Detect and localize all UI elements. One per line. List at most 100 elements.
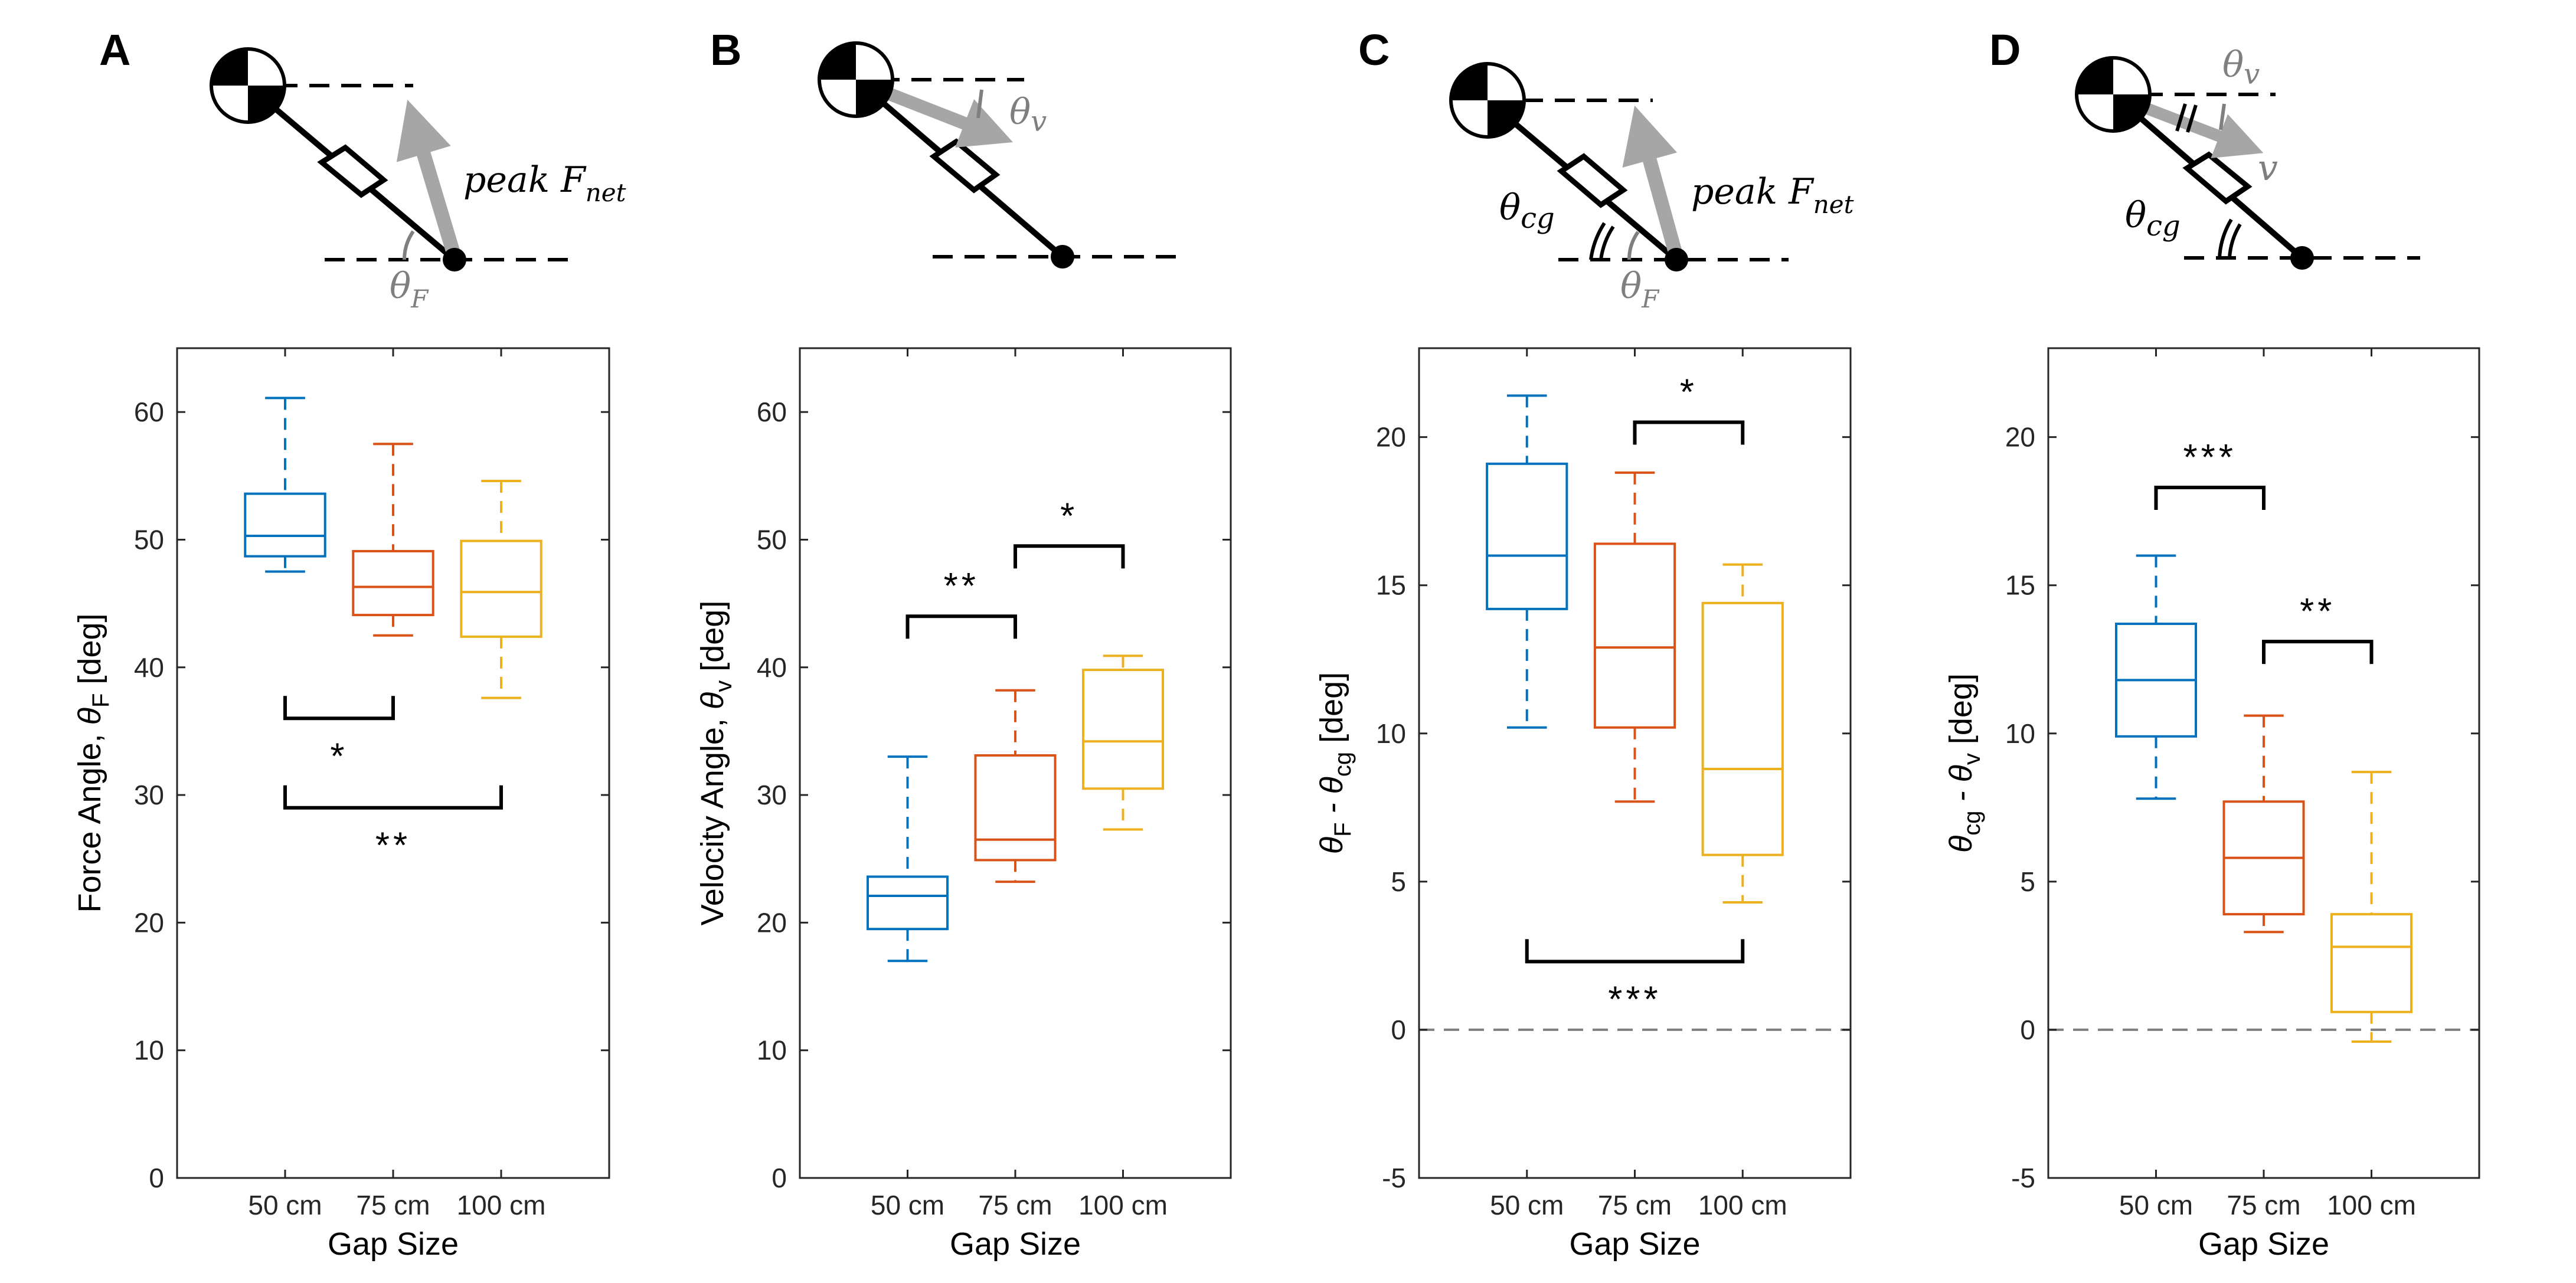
cg-marker-icon — [1449, 62, 1526, 139]
significance-bracket-2: ** — [2262, 591, 2374, 665]
label-theta: θ — [2222, 44, 2244, 86]
box-100-cm — [1081, 654, 1165, 831]
angle-arc — [1627, 231, 1640, 260]
ylabel-subscript: F — [88, 693, 114, 708]
y-tick-label: 40 — [134, 652, 164, 683]
foot-point — [2290, 246, 2314, 270]
ylabel-unit: [deg] — [695, 601, 730, 680]
svg-text:θF: θF — [1620, 266, 1660, 313]
box-75-cm — [352, 443, 434, 637]
axes-frame — [799, 347, 1232, 1179]
y-tick-label: 60 — [134, 397, 164, 427]
y-tick-label: 10 — [757, 1035, 787, 1066]
svg-text:θF: θF — [390, 266, 429, 313]
significance-bracket-2: *** — [1525, 939, 1745, 1020]
y-tick-label: 0 — [1391, 1014, 1406, 1045]
ylabel-unit: [deg] — [1943, 673, 1979, 753]
label-v: v — [2258, 148, 2278, 189]
interquartile-box — [1486, 462, 1568, 610]
y-tick-label: -5 — [2011, 1163, 2035, 1193]
label-theta: θ — [390, 266, 411, 307]
x-axis-label: Gap Size — [328, 1226, 459, 1262]
cg-marker-icon — [818, 41, 894, 118]
label-net: net — [1813, 190, 1854, 219]
leg-spring-symbol — [2182, 151, 2253, 205]
significance-label: ** — [2300, 591, 2335, 632]
foot-point — [1665, 248, 1688, 271]
angle-arc — [403, 230, 415, 260]
significance-bracket-2: ** — [283, 785, 503, 866]
significance-bracket-2: * — [1014, 496, 1125, 569]
significance-label: *** — [1608, 979, 1661, 1020]
y-tick-label: 20 — [1376, 422, 1406, 453]
interquartile-box — [244, 492, 326, 558]
x-tick-label: 50 cm — [871, 1190, 944, 1220]
label-theta: θ — [1499, 187, 1521, 228]
foot-point — [1051, 245, 1074, 269]
significance-label: * — [1680, 372, 1698, 413]
y-tick-label: 15 — [1376, 570, 1406, 601]
leg-spring-symbol — [929, 138, 1001, 194]
ylabel-subscript: F — [1330, 822, 1356, 836]
y-tick-label: 30 — [757, 780, 787, 810]
x-tick-label: 100 cm — [1698, 1190, 1787, 1220]
panel-letter-d: D — [1989, 25, 2021, 74]
label-cg: cg — [1521, 202, 1555, 235]
y-tick-label: 0 — [2020, 1014, 2035, 1045]
ylabel-unit: [deg] — [72, 613, 107, 693]
box-75-cm — [974, 689, 1057, 883]
ylabel-symbol: θ — [1314, 837, 1349, 854]
y-tick-label: 60 — [757, 397, 787, 427]
x-tick-label: 100 cm — [1078, 1190, 1168, 1220]
interquartile-box — [866, 875, 949, 931]
y-tick-label: 0 — [772, 1163, 787, 1193]
y-tick-label: 40 — [757, 652, 787, 683]
foot-point — [443, 248, 466, 271]
significance-bracket-1: * — [1633, 372, 1745, 445]
svg-text:θv: θv — [2222, 44, 2260, 91]
svg-text:θv: θv — [1009, 91, 1047, 138]
y-axis-label: θcg - θv [deg] — [1943, 673, 1985, 853]
y-tick-label: 10 — [2005, 718, 2035, 749]
angle-tick — [976, 89, 983, 119]
bracket-line — [283, 785, 503, 810]
force-arrow — [1622, 105, 1683, 259]
ylabel-subscript: v — [711, 680, 737, 692]
interquartile-box — [974, 754, 1057, 862]
bracket-line — [283, 696, 395, 721]
cg-angle-arc — [1589, 222, 1606, 260]
bracket-line — [2262, 640, 2374, 665]
panel-letter-b: B — [710, 25, 741, 74]
svg-text:peak Fnet: peak Fnet — [1691, 171, 1854, 219]
label-peak-f: peak F — [1691, 171, 1815, 212]
box-50-cm — [2114, 554, 2198, 800]
cg-marker-icon — [2075, 56, 2152, 133]
label-cg: cg — [2146, 210, 2181, 243]
y-tick-label: 20 — [2005, 422, 2035, 453]
ylabel-main: Force Angle, — [72, 725, 107, 912]
schematic-b: θv — [818, 41, 1186, 269]
box-50-cm — [866, 755, 949, 963]
x-axis-label: Gap Size — [1569, 1226, 1700, 1262]
x-tick-label: 100 cm — [2327, 1190, 2416, 1220]
interquartile-box — [1081, 669, 1165, 790]
x-tick-label: 75 cm — [356, 1190, 430, 1220]
y-tick-label: 15 — [2005, 570, 2035, 601]
ylabel-symbol: θ — [1943, 836, 1979, 853]
ylabel-symbol-2: - θ — [1314, 777, 1349, 822]
interquartile-box — [352, 549, 434, 617]
axes-frame — [1418, 347, 1852, 1179]
y-tick-label: 10 — [134, 1035, 164, 1066]
label-v-sub: v — [2244, 58, 2260, 91]
ylabel-symbol: θ — [695, 692, 730, 709]
significance-label: *** — [2183, 437, 2237, 478]
y-tick-label: 5 — [2020, 866, 2035, 897]
panel-letter-a: A — [99, 25, 130, 74]
svg-text:peak Fnet: peak Fnet — [463, 159, 626, 207]
svg-text:θcg: θcg — [1499, 187, 1555, 235]
y-tick-label: 20 — [757, 907, 787, 938]
bracket-line — [1014, 544, 1125, 569]
label-v: v — [1031, 105, 1047, 138]
significance-bracket-1: ** — [905, 566, 1017, 639]
y-tick-label: 50 — [134, 524, 164, 555]
